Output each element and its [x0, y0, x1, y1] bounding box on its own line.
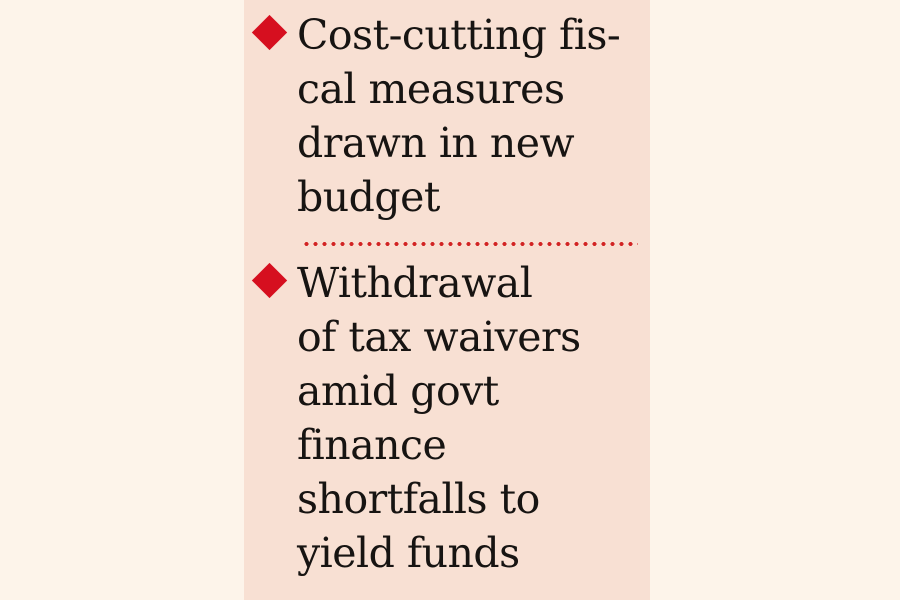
bullet-line: amid govt — [297, 367, 499, 415]
bullet-line: shortfalls to — [297, 475, 540, 523]
bullet-item-tax-waivers: Withdrawal of tax waivers amid govt fina… — [244, 256, 650, 580]
bullet-item-budget-measures: Cost-cutting fis- cal measures drawn in … — [244, 8, 650, 224]
bullet-line: drawn in new — [297, 119, 575, 167]
bullet-line: cal measures — [297, 65, 565, 113]
bullet-text-budget-measures: Cost-cutting fis- cal measures drawn in … — [297, 8, 650, 224]
bullet-line: of tax waivers — [297, 313, 581, 361]
bullet-line: Cost-cutting fis- — [297, 11, 621, 59]
diamond-bullet-icon — [251, 262, 288, 299]
bullet-line: budget — [297, 173, 440, 221]
bullet-text-tax-waivers: Withdrawal of tax waivers amid govt fina… — [297, 256, 650, 580]
bullet-line: finance — [297, 421, 447, 469]
bullet-line: Withdrawal — [297, 259, 533, 307]
diamond-bullet-icon — [251, 14, 288, 51]
dotted-divider — [302, 241, 638, 247]
news-highlights-panel: Cost-cutting fis- cal measures drawn in … — [244, 0, 650, 600]
bullet-line: yield funds — [297, 529, 520, 577]
